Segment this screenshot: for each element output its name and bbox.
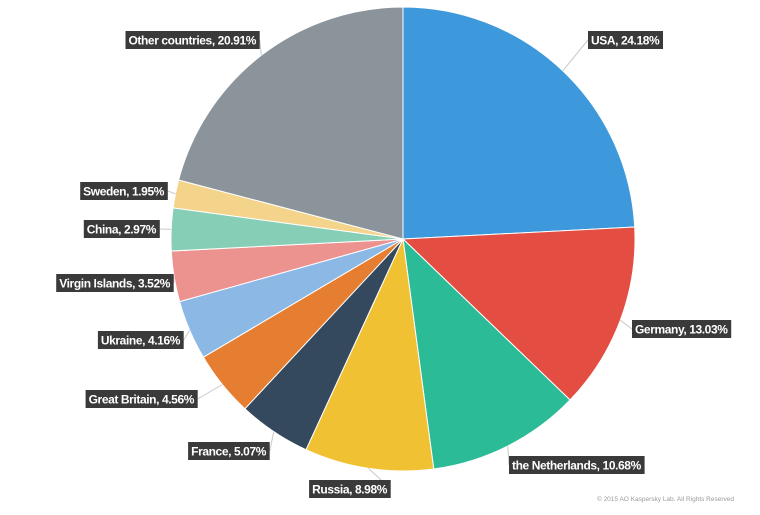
leader-line <box>167 190 176 195</box>
slice-label-box <box>85 390 198 408</box>
slice-label-box <box>83 220 160 238</box>
pie-slice-other-countries <box>178 6 404 240</box>
slice-label: Other countries, 20.91% <box>128 34 256 48</box>
leader-line <box>562 39 589 72</box>
leader-line <box>197 384 223 400</box>
pie-slice-russia <box>305 237 435 472</box>
slice-label-box <box>188 442 270 460</box>
slice-label: Germany, 13.03% <box>635 323 728 337</box>
pie-slice-the-netherlands <box>402 237 571 470</box>
slice-label: China, 2.97% <box>87 223 157 237</box>
leader-line <box>259 39 262 56</box>
copyright-notice: © 2015 AO Kaspersky Lab. All Rights Rese… <box>596 496 734 503</box>
slice-label-box <box>125 31 260 49</box>
slice-label: Virgin Islands, 3.52% <box>59 277 170 291</box>
slice-label-box <box>588 31 663 49</box>
slice-label: Russia, 8.98% <box>312 483 388 497</box>
leader-line <box>507 445 510 466</box>
leader-line <box>269 431 275 452</box>
slice-label: France, 5.07% <box>191 445 267 459</box>
slice-label: USA, 24.18% <box>591 34 660 48</box>
slice-label-box <box>509 456 645 474</box>
pie-slice-germany <box>401 226 636 401</box>
slice-label: Sweden, 1.95% <box>83 185 165 199</box>
pie-slice-usa <box>402 6 636 240</box>
slice-label: Great Britain, 4.56% <box>89 393 195 407</box>
slice-label-box <box>309 480 391 498</box>
slice-labels: USA, 24.18% Germany, 13.03% the Netherland… <box>56 31 732 498</box>
leader-line <box>619 319 633 330</box>
leader-lines <box>159 39 633 490</box>
slice-label: the Netherlands, 10.68% <box>512 459 642 473</box>
slice-label-box <box>80 182 168 200</box>
pie-slices <box>170 6 636 472</box>
slice-label-box <box>97 331 184 349</box>
leader-line <box>183 329 191 341</box>
slice-label-box <box>56 274 174 292</box>
slice-label: Ukraine, 4.16% <box>101 334 181 348</box>
slice-label-box <box>632 320 732 338</box>
